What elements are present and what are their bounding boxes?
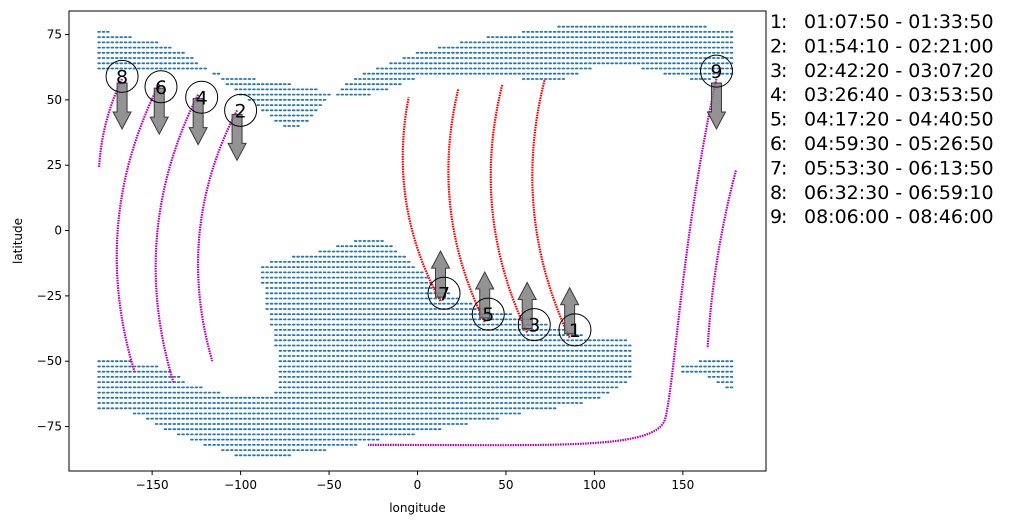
y-tick-label: 75 [47, 28, 62, 42]
track-pass-5 [447, 89, 486, 323]
pass-marker-label: 7 [438, 283, 450, 305]
x-tick-label: 150 [671, 478, 694, 492]
legend-entry: 9: 08:06:00 - 08:46:00 [770, 206, 994, 228]
legend-entry: 5: 04:17:20 - 04:40:50 [770, 109, 994, 131]
x-tick-label: −50 [316, 478, 341, 492]
legend-colon: : [781, 182, 787, 204]
x-axis: −150 −100 −50 0 50 100 150 [136, 471, 694, 492]
direction-arrow-9 [706, 82, 727, 131]
tracks-layer [97, 78, 737, 447]
direction-arrow-1 [559, 286, 580, 335]
legend-entry: 1: 01:07:50 - 01:33:50 [770, 11, 994, 33]
y-axis: −75 −50 −25 0 25 50 75 [37, 28, 69, 434]
track-pass-2 [197, 109, 239, 362]
y-tick-label: 25 [47, 158, 62, 172]
legend-id: 4 [770, 84, 782, 106]
plot-frame [68, 10, 767, 472]
y-tick-label: −25 [37, 289, 62, 303]
direction-arrow-5 [474, 270, 495, 319]
legend-time: 02:42:20 - 03:07:20 [804, 60, 994, 82]
pass-marker-8: 8 [105, 59, 139, 93]
legend-entry: 2: 01:54:10 - 02:21:00 [770, 35, 994, 57]
pass-marker-2: 2 [224, 93, 258, 127]
track-pass-6 [115, 83, 161, 373]
pass-marker-label: 9 [710, 61, 722, 83]
legend-time: 03:26:40 - 03:53:50 [804, 84, 994, 106]
pass-marker-4: 4 [185, 80, 219, 114]
y-tick-label: 0 [54, 224, 62, 238]
pass-marker-label: 3 [528, 315, 540, 337]
pass-marker-1: 1 [558, 313, 592, 347]
legend-entry: 6: 04:59:30 - 05:26:50 [770, 133, 994, 155]
legend-time: 05:53:30 - 06:13:50 [804, 157, 994, 179]
legend-time: 01:54:10 - 02:21:00 [804, 35, 994, 57]
legend-time: 06:32:30 - 06:59:10 [804, 182, 994, 204]
legend-colon: : [781, 35, 787, 57]
track-pass-4 [154, 94, 200, 383]
direction-arrow-3 [517, 281, 538, 329]
legend-id: 3 [770, 60, 782, 82]
legend-entry: 7: 05:53:30 - 06:13:50 [770, 157, 994, 179]
pass-marker-9: 9 [699, 54, 733, 88]
legend-time: 04:17:20 - 04:40:50 [804, 109, 994, 131]
legend-id: 8 [770, 182, 782, 204]
legend-id: 9 [770, 206, 782, 228]
x-tick-label: 50 [498, 478, 513, 492]
pass-marker-3: 3 [517, 308, 551, 342]
legend-colon: : [781, 11, 787, 33]
legend-id: 7 [770, 157, 782, 179]
pass-marker-label: 4 [196, 87, 208, 109]
pass-labels: 1 2 3 4 5 6 7 8 9 [105, 54, 733, 347]
direction-arrow-4 [188, 98, 208, 146]
pass-marker-label: 2 [235, 100, 247, 122]
direction-arrow-8 [112, 82, 132, 131]
y-tick-label: −75 [37, 420, 62, 434]
legend-colon: : [781, 84, 787, 106]
legend-entry: 3: 02:42:20 - 03:07:20 [770, 60, 994, 82]
legend-id: 1 [770, 11, 782, 33]
legend-time: 04:59:30 - 05:26:50 [804, 133, 994, 155]
track-pass-1 [531, 78, 571, 339]
legend: 1: 01:07:50 - 01:33:502: 01:54:10 - 02:21:… [770, 11, 994, 228]
legend-colon: : [781, 60, 787, 82]
track-pass-8 [97, 78, 124, 168]
pass-marker-5: 5 [471, 297, 505, 331]
pass-marker-label: 8 [116, 66, 128, 88]
track-pass-9-segment [706, 170, 737, 349]
legend-colon: : [781, 157, 787, 179]
legend-entry: 4: 03:26:40 - 03:53:50 [770, 84, 994, 106]
legend-id: 6 [770, 133, 782, 155]
arrows-layer [112, 82, 727, 335]
x-tick-label: −100 [224, 478, 257, 492]
pass-marker-label: 6 [155, 77, 167, 99]
y-axis-label: latitude [11, 218, 25, 264]
coverage-layer [97, 25, 734, 457]
legend-colon: : [781, 109, 787, 131]
legend-id: 2 [770, 35, 782, 57]
x-axis-label: longitude [389, 501, 446, 515]
coverage-points [97, 25, 734, 457]
direction-arrow-6 [149, 87, 170, 136]
x-tick-label: −150 [136, 478, 169, 492]
track-pass-7 [401, 97, 442, 302]
legend-time: 01:07:50 - 01:33:50 [804, 11, 994, 33]
legend-colon: : [781, 206, 787, 228]
pass-marker-label: 1 [569, 320, 581, 342]
legend-entry: 8: 06:32:30 - 06:59:10 [770, 182, 994, 204]
legend-time: 08:06:00 - 08:46:00 [804, 206, 994, 228]
x-tick-label: 100 [583, 478, 606, 492]
pass-marker-7: 7 [427, 276, 461, 310]
track-pass-3 [489, 83, 529, 333]
legend-id: 5 [770, 109, 782, 131]
legend-colon: : [781, 133, 787, 155]
track-pass-9 [367, 78, 718, 447]
pass-marker-6: 6 [144, 70, 178, 104]
y-tick-label: −50 [37, 354, 62, 368]
direction-arrow-7 [430, 250, 451, 298]
pass-marker-label: 5 [482, 304, 494, 326]
x-tick-label: 0 [414, 478, 422, 492]
y-tick-label: 50 [47, 93, 62, 107]
